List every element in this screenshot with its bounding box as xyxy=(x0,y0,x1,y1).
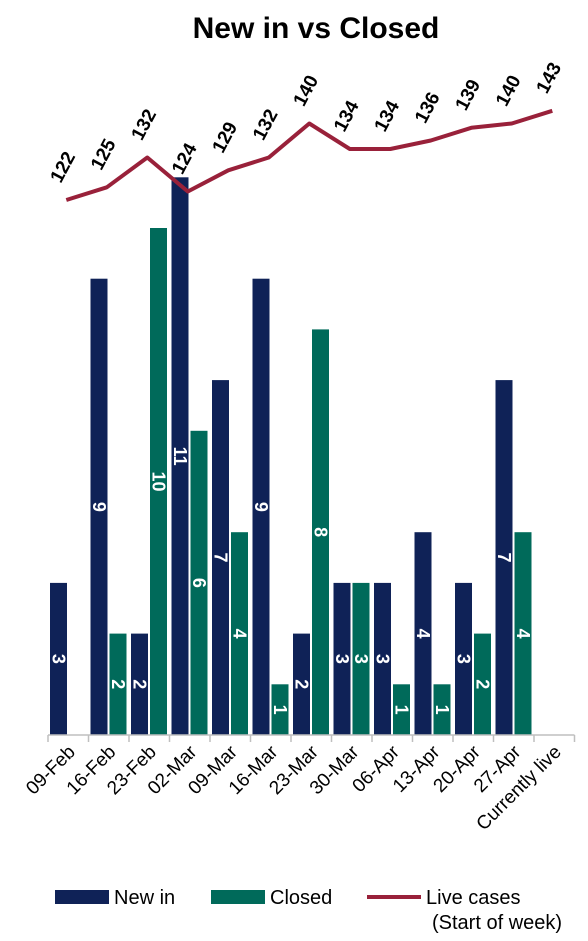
data-label-closed: 4 xyxy=(230,629,250,639)
data-label-new-in: 2 xyxy=(292,679,312,689)
bar-new-in xyxy=(495,380,513,735)
data-label-new-in: 2 xyxy=(130,679,150,689)
bar-closed xyxy=(474,633,491,735)
data-label-live-cases: 134 xyxy=(371,97,405,135)
data-label-live-cases: 129 xyxy=(209,119,242,157)
live-cases-line xyxy=(65,108,553,202)
data-label-closed: 10 xyxy=(149,471,169,491)
bar-new-in xyxy=(374,582,391,735)
legend-swatch-closed xyxy=(211,890,265,904)
data-label-closed: 2 xyxy=(108,679,128,689)
data-label-closed: 2 xyxy=(473,679,493,689)
data-label-live-cases: 125 xyxy=(87,135,121,173)
bar-new-in xyxy=(293,633,310,735)
legend-label-live-cases: Live cases xyxy=(426,887,521,909)
legend-swatch-new-in xyxy=(55,890,109,904)
data-label-live-cases: 140 xyxy=(492,72,525,110)
data-label-live-cases: 143 xyxy=(533,59,566,97)
data-label-live-cases: 140 xyxy=(290,72,323,110)
bar-closed xyxy=(190,430,208,735)
bar-new-in xyxy=(212,380,229,735)
legend-label-new-in: New in xyxy=(114,887,175,909)
data-label-new-in: 7 xyxy=(494,553,514,563)
data-label-new-in: 3 xyxy=(332,654,352,664)
data-label-live-cases: 132 xyxy=(128,106,161,144)
bar-new-in xyxy=(252,278,270,735)
bar-closed xyxy=(514,532,532,735)
data-label-closed: 3 xyxy=(351,654,371,664)
bar-closed xyxy=(352,582,370,735)
data-label-new-in: 3 xyxy=(454,654,474,664)
bar-new-in xyxy=(455,582,472,735)
data-label-live-cases: 136 xyxy=(411,89,444,127)
data-label-closed: 1 xyxy=(432,705,452,715)
bar-closed xyxy=(150,228,167,735)
data-label-closed: 1 xyxy=(270,705,290,715)
bar-closed xyxy=(109,633,127,735)
data-label-live-cases: 134 xyxy=(330,97,364,135)
data-label-new-in: 9 xyxy=(89,502,109,512)
data-label-closed: 8 xyxy=(311,527,331,537)
data-label-closed: 4 xyxy=(513,629,533,639)
bar-new-in xyxy=(414,532,432,735)
data-label-new-in: 4 xyxy=(413,629,433,639)
data-label-new-in: 9 xyxy=(251,502,271,512)
bar-new-in xyxy=(131,633,148,735)
bar-closed xyxy=(312,329,329,735)
bar-closed xyxy=(393,684,410,735)
data-label-closed: 1 xyxy=(392,705,412,715)
bar-new-in xyxy=(50,582,67,735)
bar-closed xyxy=(271,684,289,735)
data-label-live-cases: 139 xyxy=(452,76,485,114)
data-label-closed: 6 xyxy=(189,578,209,588)
legend: New in Closed Live cases (Start of week) xyxy=(55,887,562,934)
data-label-live-cases: 124 xyxy=(168,140,202,178)
chart-title: New in vs Closed xyxy=(193,12,440,45)
x-axis: 09-Feb16-Feb23-Feb02-Mar09-Mar16-Mar23-M… xyxy=(22,734,576,835)
legend-sublabel-live-cases: (Start of week) xyxy=(432,912,562,934)
bar-new-in xyxy=(90,278,108,735)
legend-label-closed: Closed xyxy=(270,887,332,909)
data-label-new-in: 7 xyxy=(211,553,231,563)
data-label-live-cases: 132 xyxy=(249,106,282,144)
data-label-live-cases: 122 xyxy=(47,148,80,186)
bar-closed xyxy=(231,532,248,735)
bar-new-in xyxy=(171,177,189,736)
data-label-new-in: 3 xyxy=(49,654,69,664)
bar-new-in xyxy=(333,582,351,735)
data-label-new-in: 3 xyxy=(373,654,393,664)
bar-closed xyxy=(433,684,451,735)
data-label-new-in: 11 xyxy=(170,447,190,466)
